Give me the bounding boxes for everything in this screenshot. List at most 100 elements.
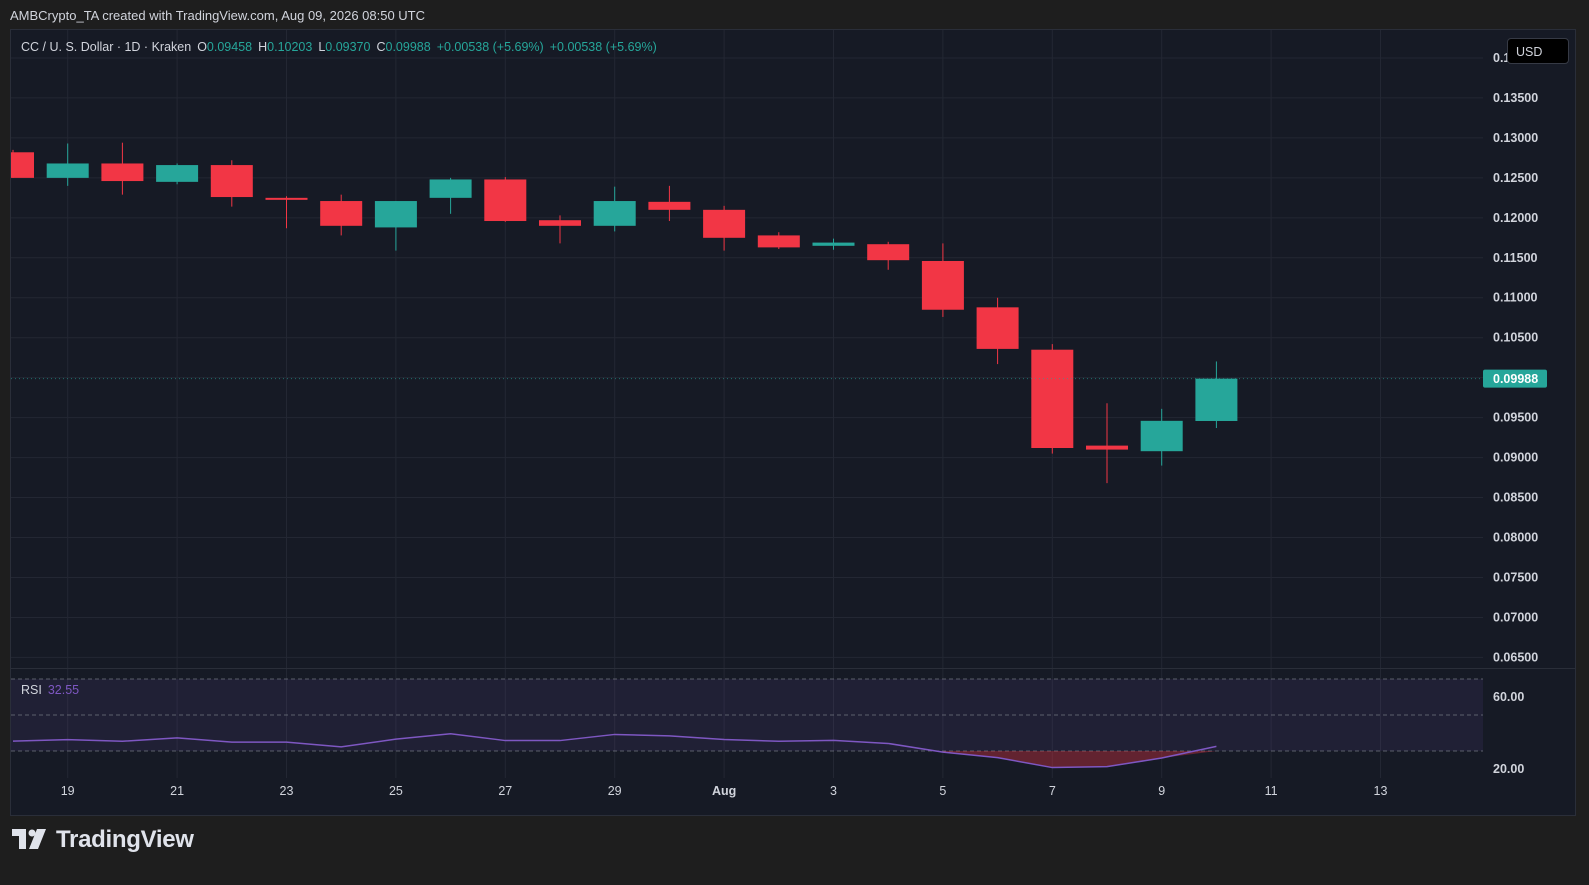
rsi-value: 32.55: [47, 683, 80, 697]
candle: [374, 201, 417, 251]
candle: [429, 177, 472, 214]
rsi-tick-label: 20.00: [1493, 762, 1524, 776]
candle-body: [1140, 420, 1183, 452]
candle: [1195, 361, 1238, 429]
brand-name: TradingView: [56, 826, 194, 853]
candle-body: [46, 163, 89, 178]
candle: [648, 185, 691, 222]
price-tick-label: 0.07000: [1493, 610, 1538, 624]
candle: [1086, 403, 1128, 484]
candle: [1140, 408, 1183, 466]
candle-body: [156, 165, 199, 182]
price-tick-label: 0.06500: [1493, 650, 1538, 664]
chart-credit: AMBCrypto_TA created with TradingView.co…: [10, 8, 426, 23]
candle-body: [11, 152, 34, 178]
symbol-legend: CC / U. S. Dollar · 1D · Kraken O0.09458 H…: [21, 40, 657, 54]
candle-body: [101, 163, 144, 182]
price-tick-label: 0.08000: [1493, 531, 1538, 545]
candle: [265, 196, 308, 229]
grid-layer: [11, 30, 1575, 778]
candle-body: [1195, 378, 1238, 421]
axis-layer: 0.140000.135000.130000.125000.120000.115…: [11, 51, 1547, 798]
tradingview-logo[interactable]: TradingView: [12, 826, 194, 854]
price-tick-label: 0.11500: [1493, 251, 1538, 265]
chart-canvas[interactable]: 0.140000.135000.130000.125000.120000.115…: [11, 30, 1576, 816]
candle: [11, 149, 34, 178]
candle-body: [484, 179, 527, 222]
candle: [320, 194, 363, 236]
candle: [757, 232, 800, 249]
candle: [156, 163, 199, 185]
time-tick-label: 25: [389, 784, 403, 798]
time-tick-label: 27: [498, 784, 512, 798]
change-value-2: +0.00538 (+5.69%): [549, 40, 657, 54]
price-tick-label: 0.12500: [1493, 171, 1538, 185]
candle-body: [374, 201, 417, 228]
time-tick-label: 11: [1265, 784, 1278, 798]
time-tick-label: 9: [1158, 784, 1165, 798]
candle: [539, 215, 581, 244]
close-value: 0.09988: [385, 40, 431, 54]
candle: [976, 297, 1019, 365]
price-tick-label: 0.11000: [1493, 291, 1538, 305]
price-tick-label: 0.07500: [1493, 570, 1538, 584]
time-tick-label: 5: [939, 784, 946, 798]
candle-body: [703, 209, 746, 238]
last-price-tag: [1483, 369, 1547, 388]
close-label: C: [376, 40, 386, 54]
high-value: 0.10203: [267, 40, 313, 54]
symbol-name: CC / U. S. Dollar · 1D · Kraken: [21, 40, 192, 54]
price-tick-label: 0.09000: [1493, 451, 1538, 465]
candle: [1031, 344, 1074, 454]
candle-body: [976, 307, 1019, 349]
low-value: 0.09370: [325, 40, 371, 54]
last-price-label: 0.09988: [1493, 372, 1538, 386]
candle-body: [265, 197, 308, 200]
candle: [46, 143, 89, 186]
rsi-pane: [11, 678, 1483, 769]
candle: [921, 243, 964, 317]
candle-body: [210, 165, 253, 198]
time-tick-label: 7: [1049, 784, 1056, 798]
price-tick-label: 0.12000: [1493, 211, 1538, 225]
candle-body: [867, 244, 910, 261]
candle-body: [648, 201, 691, 210]
candle-body: [812, 242, 855, 246]
candle-body: [593, 201, 636, 226]
time-tick-label: 3: [830, 784, 837, 798]
price-tick-label: 0.08500: [1493, 491, 1538, 505]
candle: [484, 177, 527, 222]
low-label: L: [318, 40, 326, 54]
tradingview-logo-icon: [12, 829, 46, 849]
candle-body: [757, 235, 800, 248]
time-tick-label: Aug: [712, 784, 736, 798]
chart-panel[interactable]: 0.140000.135000.130000.125000.120000.115…: [10, 29, 1576, 816]
currency-button[interactable]: USD: [1507, 38, 1569, 64]
candle-body: [921, 260, 964, 310]
rsi-oversold-fill: [942, 751, 1217, 768]
open-label: O: [197, 40, 207, 54]
price-tick-label: 0.10500: [1493, 331, 1538, 345]
time-tick-label: 21: [170, 784, 184, 798]
price-tick-label: 0.13000: [1493, 131, 1538, 145]
price-tick-label: 0.13500: [1493, 91, 1538, 105]
candle-body: [1086, 445, 1128, 450]
time-tick-label: 13: [1374, 784, 1388, 798]
candle-body: [320, 201, 363, 226]
candle-body: [429, 179, 472, 198]
candle-body: [1031, 349, 1074, 449]
rsi-name: RSI: [21, 683, 42, 697]
candles-layer: [11, 142, 1238, 484]
change-value: +0.00538 (+5.69%): [436, 40, 544, 54]
candle: [812, 238, 855, 250]
time-tick-label: 19: [61, 784, 75, 798]
candle: [593, 186, 636, 232]
open-value: 0.09458: [206, 40, 253, 54]
candle: [101, 142, 144, 195]
candle-body: [539, 220, 581, 226]
candle: [703, 205, 746, 251]
time-tick-label: 23: [280, 784, 294, 798]
rsi-line: [12, 732, 1217, 769]
rsi-legend: RSI 32.55: [21, 683, 79, 697]
price-tick-label: 0.09500: [1493, 411, 1538, 425]
